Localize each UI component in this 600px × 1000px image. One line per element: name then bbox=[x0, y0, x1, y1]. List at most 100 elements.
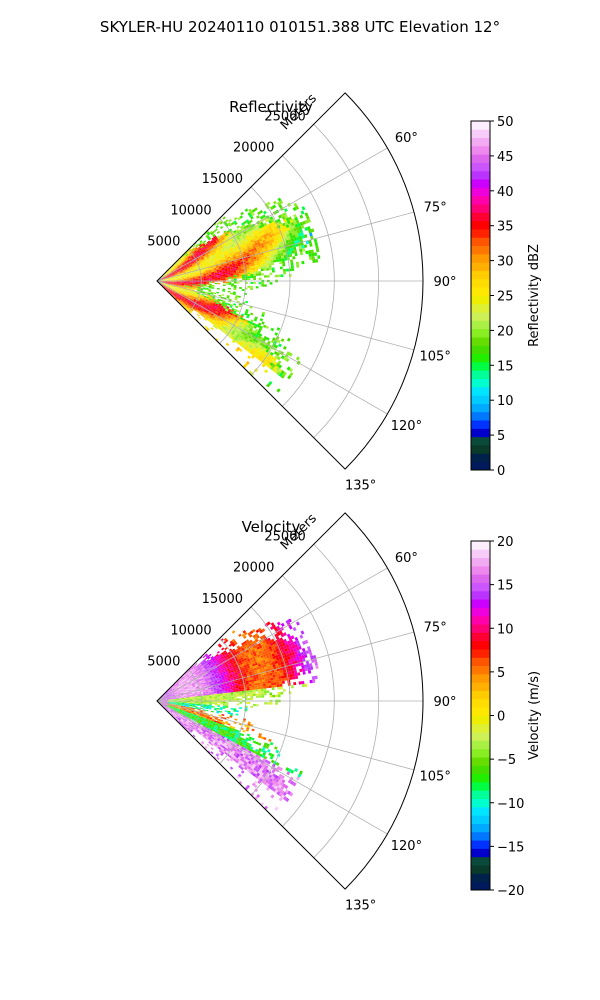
radar-cell bbox=[203, 284, 207, 286]
radar-cell bbox=[235, 228, 239, 232]
radar-cell bbox=[185, 301, 189, 304]
colorbar-swatch bbox=[471, 278, 490, 288]
radar-cell bbox=[169, 291, 173, 294]
radar-cell bbox=[176, 295, 180, 298]
radar-cell bbox=[214, 260, 218, 263]
radar-cell bbox=[186, 304, 190, 307]
radar-cell bbox=[267, 258, 271, 262]
radar-cell bbox=[258, 225, 263, 229]
radar-cell bbox=[272, 204, 277, 209]
radar-cell bbox=[233, 270, 237, 273]
radar-cell bbox=[225, 272, 229, 275]
radar-cell bbox=[161, 283, 165, 285]
radar-cell bbox=[248, 349, 252, 354]
radar-cell bbox=[214, 306, 218, 309]
radar-cell bbox=[250, 232, 254, 236]
radar-cell bbox=[288, 367, 294, 373]
radar-cell bbox=[187, 251, 191, 255]
radar-cell bbox=[218, 309, 222, 313]
radar-cell bbox=[222, 274, 226, 277]
radar-cell bbox=[249, 328, 253, 332]
radar-cell bbox=[263, 241, 267, 246]
radar-cell bbox=[170, 290, 173, 293]
radar-cell bbox=[222, 314, 226, 318]
radar-cell bbox=[225, 703, 229, 705]
radar-cell bbox=[273, 365, 278, 370]
radar-cell bbox=[261, 282, 265, 285]
radar-cell bbox=[247, 274, 251, 277]
radar-cell bbox=[208, 285, 212, 288]
radar-cell bbox=[220, 252, 224, 256]
radar-cell bbox=[301, 260, 305, 265]
radar-cell bbox=[172, 275, 176, 277]
radar-cell bbox=[214, 282, 218, 285]
radar-cell bbox=[206, 273, 209, 276]
radar-cell bbox=[161, 283, 165, 285]
radar-cell bbox=[229, 265, 233, 268]
radar-cell bbox=[163, 694, 166, 697]
radar-cell bbox=[168, 271, 171, 274]
radar-cell bbox=[261, 349, 266, 354]
radar-cell bbox=[231, 243, 235, 247]
radar-cell bbox=[288, 239, 292, 243]
radar-cell bbox=[184, 285, 187, 287]
radar-cell bbox=[179, 269, 183, 272]
radar-cell bbox=[184, 292, 188, 295]
radar-cell bbox=[161, 276, 164, 278]
radar-cell bbox=[210, 300, 214, 303]
radar-cell bbox=[237, 252, 241, 256]
radar-cell bbox=[221, 233, 226, 237]
radar-cell bbox=[181, 291, 185, 294]
colorbar-swatch bbox=[471, 154, 490, 163]
radar-cell bbox=[240, 232, 245, 236]
radar-cell bbox=[180, 294, 184, 297]
radar-cell bbox=[254, 242, 258, 246]
radar-cell bbox=[253, 341, 258, 346]
radar-cell bbox=[208, 261, 212, 264]
radar-cell bbox=[198, 278, 201, 280]
radar-cell bbox=[208, 299, 212, 302]
radar-cell bbox=[175, 287, 178, 289]
radar-cell bbox=[212, 315, 216, 319]
radar-cell bbox=[217, 701, 221, 703]
radar-cell bbox=[184, 303, 187, 306]
radar-cell bbox=[190, 298, 194, 301]
radar-cell bbox=[163, 285, 166, 288]
radar-cell bbox=[214, 704, 218, 706]
radar-cell bbox=[259, 348, 264, 353]
radar-cell bbox=[205, 311, 209, 314]
radar-cell bbox=[218, 267, 222, 270]
radar-cell bbox=[301, 206, 306, 211]
radar-cell bbox=[189, 276, 193, 278]
radar-cell bbox=[273, 229, 277, 234]
radar-cell bbox=[279, 250, 284, 254]
radar-cell bbox=[204, 259, 208, 262]
radar-cell bbox=[208, 253, 212, 256]
radar-cell bbox=[189, 286, 193, 288]
radar-cell bbox=[208, 316, 212, 320]
colorbar-swatch bbox=[471, 403, 490, 413]
radar-cell bbox=[197, 272, 201, 274]
radar-cell bbox=[165, 699, 168, 700]
radar-cell bbox=[186, 275, 190, 277]
radar-cell bbox=[229, 318, 233, 322]
radar-cell bbox=[266, 383, 271, 388]
radar-cell bbox=[186, 284, 190, 286]
radar-cell bbox=[234, 320, 238, 324]
radar-cell bbox=[203, 275, 207, 277]
radar-cell bbox=[189, 278, 193, 280]
radar-cell bbox=[172, 268, 176, 271]
radar-cell bbox=[178, 301, 182, 304]
radar-cell bbox=[262, 214, 266, 219]
radar-cell bbox=[198, 307, 202, 310]
radar-cell bbox=[207, 232, 211, 236]
radar-cell bbox=[246, 320, 251, 324]
radar-cell bbox=[166, 274, 170, 277]
radar-cell bbox=[238, 265, 242, 269]
radar-cell bbox=[175, 262, 178, 265]
radar-cell bbox=[182, 262, 185, 265]
radar-cell bbox=[315, 248, 320, 253]
colorbar-swatch bbox=[471, 345, 490, 355]
radar-cell bbox=[225, 704, 229, 707]
radar-cell bbox=[219, 273, 223, 276]
